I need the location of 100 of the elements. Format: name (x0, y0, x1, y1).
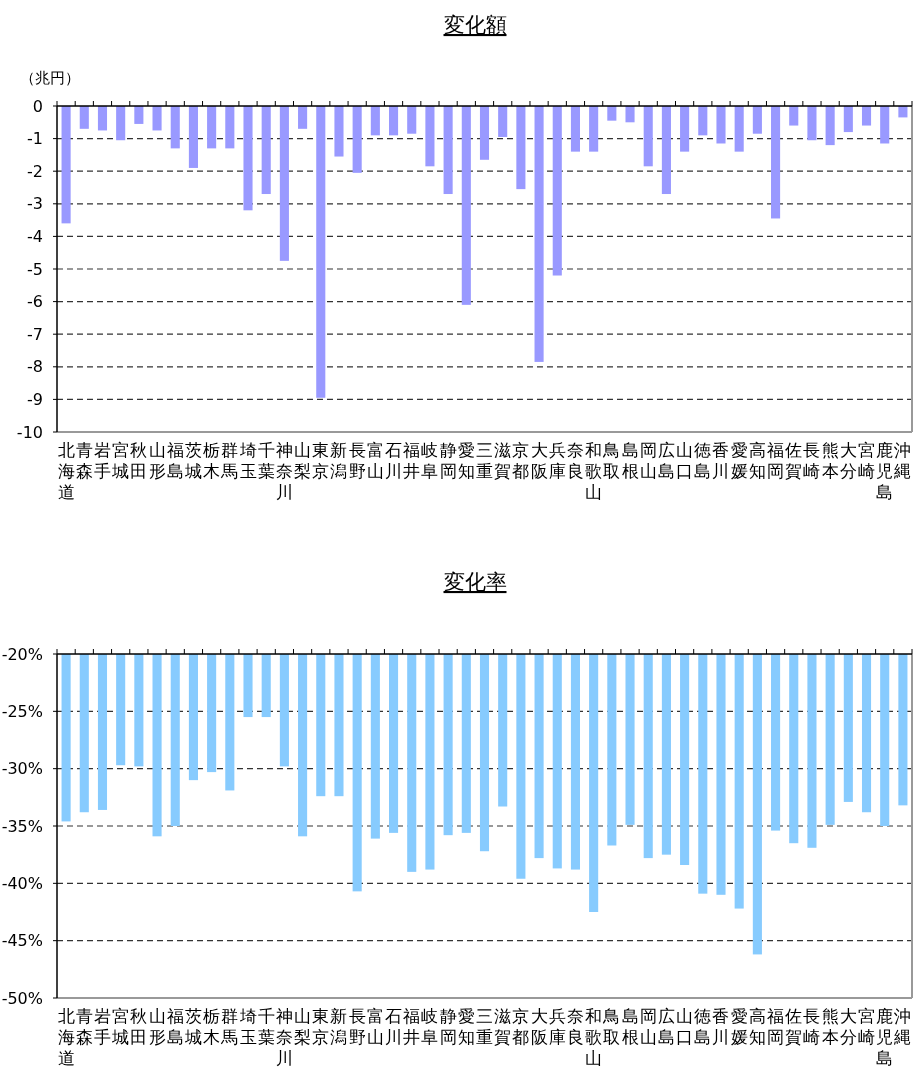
x-tick-label: 栃木 (203, 1006, 221, 1047)
x-tick-label: 茨城 (183, 440, 202, 481)
y-tick-label: -9 (27, 389, 43, 409)
x-tick-label: 千葉 (257, 440, 275, 481)
x-tick-label: 京都 (512, 440, 530, 481)
x-tick-label: 群馬 (220, 440, 239, 481)
x-tick-label: 静岡 (439, 1006, 457, 1047)
x-tick-label: 神奈川 (275, 1006, 293, 1068)
x-tick-label: 北海道 (57, 1006, 75, 1068)
x-tick-label: 秋田 (130, 1006, 148, 1047)
x-tick-label: 岡山 (639, 440, 657, 481)
x-tick-label: 群馬 (220, 1006, 239, 1047)
x-tick-label: 大分 (839, 440, 857, 481)
x-tick-label: 滋賀 (494, 440, 512, 481)
x-tick-label: 秋田 (130, 440, 148, 481)
x-tick-label: 沖縄 (893, 440, 912, 481)
x-tick-label: 神奈川 (275, 440, 293, 502)
x-tick-label: 熊本 (821, 440, 839, 481)
x-tick-label: 富山 (366, 440, 384, 481)
chart-title: 変化率 (443, 570, 507, 594)
x-tick-label: 奈良 (566, 1006, 584, 1047)
y-tick-label: -3 (27, 194, 43, 214)
x-tick-label: 福岡 (767, 440, 785, 481)
x-tick-label: 山形 (148, 1006, 166, 1047)
x-tick-label: 和歌山 (585, 440, 603, 502)
y-tick-label: -6 (27, 292, 43, 312)
y-tick-label: -20% (1, 644, 43, 664)
y-tick-label: -30% (1, 759, 43, 779)
x-tick-label: 香川 (712, 1006, 730, 1047)
x-tick-label: 石川 (385, 1006, 403, 1047)
x-tick-label: 山梨 (294, 1006, 312, 1047)
y-tick-label: -5 (27, 259, 43, 279)
x-tick-label: 長崎 (803, 440, 821, 481)
x-tick-label: 長野 (348, 1006, 366, 1047)
x-tick-label: 東京 (312, 1006, 330, 1047)
x-tick-label: 鳥取 (602, 440, 621, 481)
x-tick-label: 佐賀 (785, 440, 803, 481)
x-tick-label: 宮崎 (858, 440, 876, 481)
x-tick-label: 佐賀 (785, 1006, 803, 1047)
y-tick-label: -2 (27, 161, 43, 181)
x-tick-label: 新潟 (330, 1006, 348, 1047)
x-tick-label: 三重 (476, 440, 493, 481)
x-tick-label: 島根 (621, 440, 639, 481)
x-tick-label: 宮城 (111, 1006, 130, 1047)
y-tick-label: -1 (27, 129, 43, 149)
x-tick-label: 大阪 (530, 1006, 548, 1047)
x-tick-label: 福井 (403, 440, 421, 481)
x-tick-label: 岩手 (93, 440, 111, 481)
x-tick-label: 愛知 (457, 440, 475, 481)
x-tick-label: 島根 (621, 1006, 639, 1047)
x-tick-label: 京都 (512, 1006, 530, 1047)
x-tick-label: 愛媛 (730, 440, 748, 481)
x-tick-label: 埼玉 (238, 440, 257, 481)
x-tick-label: 石川 (385, 440, 403, 481)
x-tick-label: 山梨 (294, 440, 312, 481)
y-tick-label: -25% (1, 701, 43, 721)
x-tick-label: 山形 (148, 440, 166, 481)
chart-title: 変化額 (443, 13, 507, 37)
x-tick-label: 茨城 (183, 1006, 202, 1047)
x-tick-label: 三重 (476, 1006, 493, 1047)
x-tick-label: 福島 (166, 1006, 184, 1047)
x-tick-label: 滋賀 (494, 1006, 512, 1047)
x-tick-label: 富山 (366, 1006, 384, 1047)
x-tick-label: 沖縄 (893, 1006, 912, 1047)
y-tick-label: -4 (27, 226, 43, 246)
x-tick-label: 千葉 (257, 1006, 275, 1047)
x-tick-label: 兵庫 (548, 1006, 566, 1047)
x-tick-label: 大分 (839, 1006, 857, 1047)
x-tick-label: 栃木 (203, 440, 221, 481)
x-tick-label: 北海道 (57, 440, 75, 502)
x-tick-label: 大阪 (530, 440, 548, 481)
x-tick-label: 山口 (676, 1006, 694, 1047)
x-tick-label: 長野 (348, 440, 366, 481)
x-tick-label: 愛媛 (730, 1006, 748, 1047)
y-tick-label: -40% (1, 873, 43, 893)
x-tick-label: 兵庫 (548, 440, 566, 481)
x-tick-label: 岐阜 (421, 440, 439, 481)
x-tick-label: 福島 (166, 440, 184, 481)
y-tick-label: -8 (27, 357, 43, 377)
x-tick-label: 山口 (676, 440, 694, 481)
x-tick-label: 広島 (657, 1006, 675, 1047)
x-tick-label: 岩手 (93, 1006, 111, 1047)
x-tick-label: 宮城 (111, 440, 130, 481)
x-tick-label: 愛知 (457, 1006, 475, 1047)
x-tick-label: 新潟 (330, 440, 348, 481)
y-tick-label: -45% (1, 931, 43, 951)
x-tick-label: 鹿児島 (876, 440, 894, 502)
x-tick-label: 静岡 (439, 440, 457, 481)
x-tick-label: 岐阜 (421, 1006, 439, 1047)
x-tick-label: 東京 (312, 440, 330, 481)
x-tick-label: 鳥取 (602, 1006, 621, 1047)
y-tick-label: -35% (1, 816, 43, 836)
x-tick-label: 福井 (403, 1006, 421, 1047)
x-tick-label: 福岡 (767, 1006, 785, 1047)
y-tick-label: -10 (16, 422, 43, 442)
x-tick-label: 岡山 (639, 1006, 657, 1047)
x-tick-label: 高知 (748, 1006, 766, 1047)
x-tick-label: 熊本 (821, 1006, 839, 1047)
y-axis-title: （兆円） (20, 69, 80, 87)
x-tick-label: 広島 (657, 440, 675, 481)
